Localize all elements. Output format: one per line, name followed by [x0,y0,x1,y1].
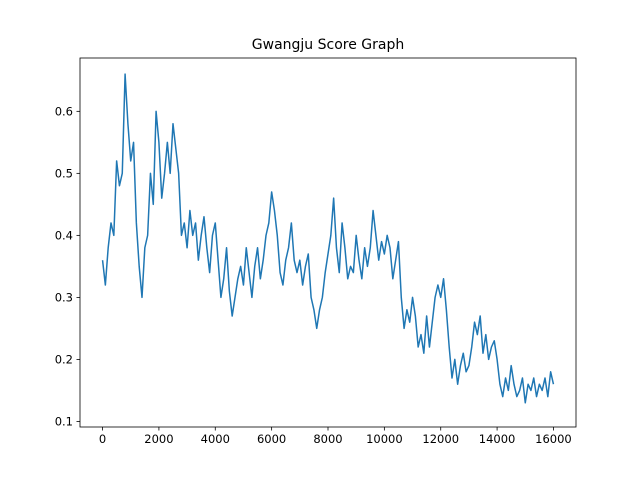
y-tick-label: 0.6 [55,104,73,118]
data-line [101,73,555,404]
y-tick-label: 0.1 [55,414,73,428]
x-tick-label: 16000 [535,432,572,446]
x-tick-label: 6000 [257,432,286,446]
x-tick-label: 12000 [422,432,459,446]
y-tick-label: 0.3 [55,290,73,304]
x-tick-label: 4000 [201,432,230,446]
plot-frame [79,57,577,428]
x-tick-label: 10000 [366,432,403,446]
x-tick-label: 14000 [479,432,516,446]
y-tick-label: 0.4 [55,228,73,242]
x-tick-label: 2000 [144,432,173,446]
x-tick-label: 8000 [313,432,342,446]
y-tick-label: 0.5 [55,166,73,180]
chart-title: Gwangju Score Graph [252,37,404,53]
x-tick-label: 0 [99,432,106,446]
y-tick-label: 0.2 [55,352,73,366]
